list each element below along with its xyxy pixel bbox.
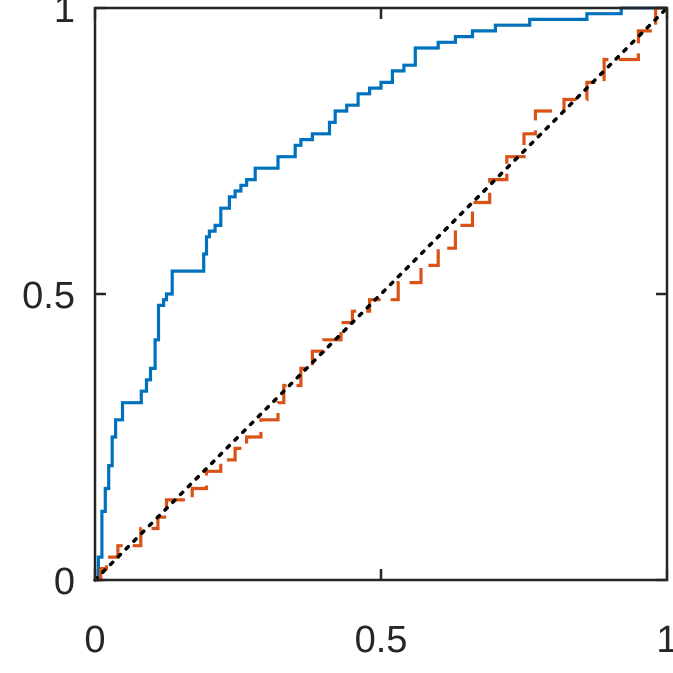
plot-lines <box>93 6 669 582</box>
ticks <box>93 6 669 582</box>
y-tick-label-0: 0 <box>54 561 75 603</box>
x-tick-label-0: 0 <box>84 619 105 661</box>
y-tick-label-1: 0.5 <box>22 275 75 317</box>
x-tick-label-1: 0.5 <box>355 619 408 661</box>
tick-labels: 0 0.5 1 0 0.5 1 <box>22 0 673 661</box>
series-line-3 <box>93 6 669 582</box>
y-tick-label-2: 1 <box>54 0 75 31</box>
series-line-1 <box>95 6 667 582</box>
series-line-2 <box>95 6 667 582</box>
x-tick-label-2: 1 <box>656 619 673 661</box>
